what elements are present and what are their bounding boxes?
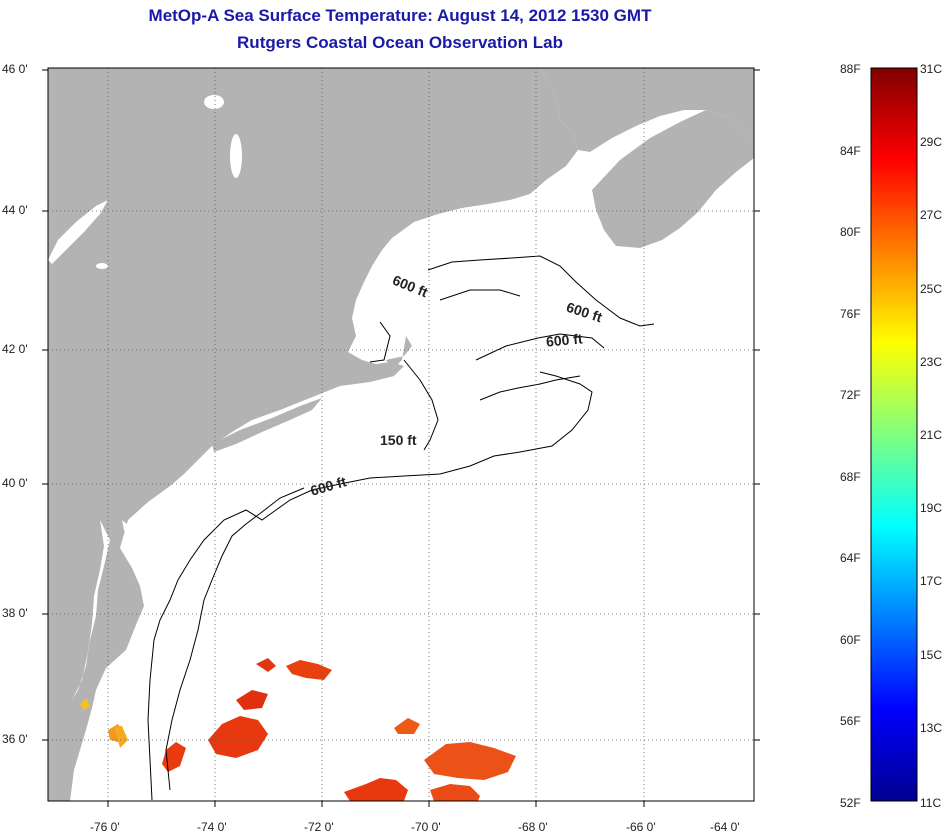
colorbar-label-f: 56F — [840, 714, 861, 728]
colorbar-label-c: 23C — [920, 355, 943, 369]
sst-patches — [80, 658, 516, 801]
colorbar-label-c: 17C — [920, 574, 943, 588]
colorbar-label-c: 29C — [920, 135, 943, 149]
lon-label: -64 0' — [710, 820, 740, 834]
map-subtitle: Rutgers Coastal Ocean Observation Lab — [237, 33, 563, 52]
colorbar-label-f: 52F — [840, 796, 861, 810]
colorbar-label-c: 21C — [920, 428, 943, 442]
land-cape-cod — [386, 336, 412, 370]
lat-label: 40 0' — [2, 476, 28, 490]
bathymetry-contours — [147, 255, 655, 801]
lon-label: -70 0' — [411, 820, 441, 834]
colorbar-label-f: 88F — [840, 62, 861, 76]
colorbar-label-f: 68F — [840, 470, 861, 484]
land-nova-scotia — [592, 110, 754, 248]
lat-label: 44 0' — [2, 203, 28, 217]
chesapeake-bay — [72, 520, 110, 700]
lake-icon — [204, 95, 224, 109]
colorbar-label-c: 27C — [920, 208, 943, 222]
lake-icon — [96, 263, 108, 269]
lat-label: 38 0' — [2, 606, 28, 620]
graticule — [48, 68, 754, 801]
colorbar — [870, 67, 918, 802]
colorbar-label-c: 31C — [920, 62, 943, 76]
colorbar-label-c: 13C — [920, 721, 943, 735]
contour-label: 150 ft — [380, 432, 417, 448]
lake-ontario — [48, 200, 108, 264]
lon-label: -66 0' — [626, 820, 656, 834]
lon-label: -68 0' — [518, 820, 548, 834]
lon-label: -74 0' — [197, 820, 227, 834]
colorbar-label-c: 19C — [920, 501, 943, 515]
colorbar-label-f: 64F — [840, 551, 861, 565]
map-title: MetOp-A Sea Surface Temperature: August … — [148, 6, 652, 25]
lat-label: 46 0' — [2, 62, 28, 76]
colorbar-label-f: 80F — [840, 225, 861, 239]
lon-label: -72 0' — [304, 820, 334, 834]
delaware-bay — [122, 520, 138, 548]
colorbar-label-f: 72F — [840, 388, 861, 402]
land-long-island — [212, 398, 322, 452]
colorbar-label-c: 25C — [920, 282, 943, 296]
colorbar-label-c: 15C — [920, 648, 943, 662]
contour-label: 600 ft — [545, 330, 584, 350]
colorbar-label-f: 76F — [840, 307, 861, 321]
lake-champlain — [230, 134, 242, 178]
lon-label: -76 0' — [90, 820, 120, 834]
colorbar-label-f: 84F — [840, 144, 861, 158]
land-new-brunswick — [540, 68, 754, 152]
land-us-mainland — [48, 68, 578, 801]
lat-label: 36 0' — [2, 732, 28, 746]
lat-label: 42 0' — [2, 342, 28, 356]
axis-ticks — [42, 69, 760, 807]
colorbar-label-f: 60F — [840, 633, 861, 647]
map-frame — [47, 67, 755, 802]
colorbar-label-c: 11C — [920, 796, 942, 810]
